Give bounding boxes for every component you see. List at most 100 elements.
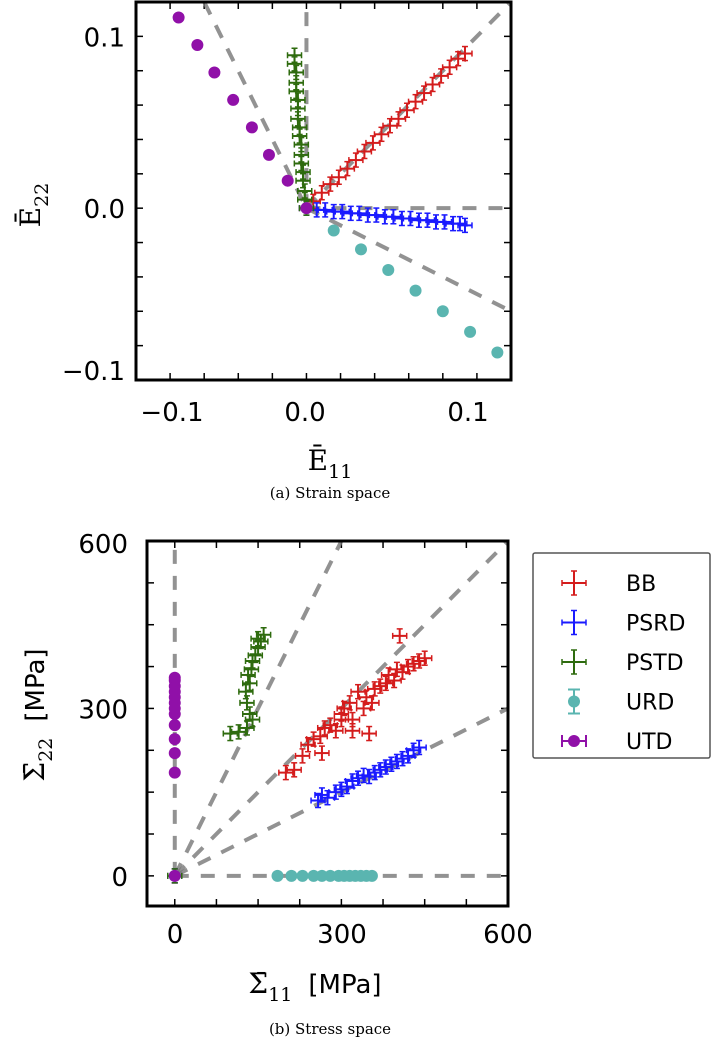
data-point-utd bbox=[245, 121, 258, 134]
x-tick-label: 0.1 bbox=[447, 398, 488, 428]
data-point-bb bbox=[416, 85, 432, 101]
data-point-urd bbox=[365, 869, 378, 882]
data-point-bb bbox=[286, 762, 302, 778]
legend-label: PSRD bbox=[626, 612, 685, 637]
data-point-utd bbox=[300, 202, 313, 215]
data-point-psrd bbox=[419, 212, 436, 228]
data-point-utd bbox=[281, 174, 294, 187]
reference-line bbox=[202, 2, 309, 210]
data-point-bb bbox=[416, 650, 433, 666]
data-point-urd bbox=[382, 264, 395, 277]
series-psrd bbox=[167, 739, 427, 884]
strain-y-axis-label: Ē22 bbox=[14, 183, 53, 228]
data-point-urd bbox=[271, 869, 284, 882]
data-point-urd bbox=[355, 243, 367, 256]
data-point-utd bbox=[168, 719, 181, 732]
y-tick-label: −0.1 bbox=[62, 357, 125, 387]
data-point-urd bbox=[464, 325, 477, 338]
data-point-pstd bbox=[288, 64, 304, 81]
data-point-urd bbox=[436, 305, 449, 318]
reference-line bbox=[305, 206, 511, 314]
data-point-psrd bbox=[351, 205, 368, 222]
strain-space-plot: −0.1 0.0 0.1 −0.1 0.0 0.1 bbox=[62, 0, 513, 428]
legend-item-pstd: PSTD bbox=[561, 649, 684, 676]
data-point-utd bbox=[168, 733, 181, 746]
data-point-pstd bbox=[230, 724, 247, 740]
data-point-pstd bbox=[290, 92, 306, 108]
data-point-bb bbox=[378, 675, 394, 692]
data-point-psrd bbox=[328, 784, 344, 800]
data-point-urd bbox=[315, 869, 328, 882]
stress-caption: (b) Stress space bbox=[269, 1020, 391, 1038]
data-point-pstd bbox=[244, 711, 261, 728]
strain-x-axis-label: Ē11 bbox=[308, 444, 353, 483]
legend-marker bbox=[568, 735, 580, 747]
data-point-urd bbox=[285, 869, 298, 882]
legend-item-utd: UTD bbox=[561, 730, 672, 755]
data-point-utd bbox=[168, 747, 181, 760]
data-point-bb bbox=[328, 723, 344, 739]
data-point-bb bbox=[365, 135, 381, 151]
data-point-bb bbox=[361, 725, 377, 742]
strain-caption: (a) Strain space bbox=[270, 484, 391, 502]
series bbox=[167, 627, 433, 884]
plot-area bbox=[136, 2, 511, 380]
data-point-pstd bbox=[291, 119, 308, 136]
legend-box bbox=[532, 552, 711, 759]
data-point-psrd bbox=[457, 217, 473, 234]
data-point-pstd bbox=[247, 647, 264, 664]
stress-y-axis-label: Σ̄22[MPa] bbox=[18, 648, 57, 781]
series bbox=[172, 11, 504, 359]
legend-marker bbox=[561, 649, 587, 675]
x-tick-label: −0.1 bbox=[140, 398, 203, 428]
data-point-utd bbox=[172, 11, 185, 24]
data-point-urd bbox=[324, 869, 337, 882]
legend-label: URD bbox=[626, 691, 674, 716]
data-point-utd bbox=[227, 93, 240, 106]
x-tick-label: 0 bbox=[167, 920, 184, 950]
data-point-bb bbox=[366, 681, 383, 697]
data-point-utd bbox=[208, 66, 221, 79]
legend-marker bbox=[561, 570, 587, 596]
legend: BB PSRD PSTD URD UTD bbox=[532, 552, 711, 759]
series-urd bbox=[168, 869, 378, 882]
data-point-psrd bbox=[436, 214, 453, 230]
data-point-psrd bbox=[411, 739, 427, 756]
data-point-bb bbox=[382, 117, 398, 134]
data-point-pstd bbox=[238, 683, 254, 700]
data-point-bb bbox=[278, 764, 294, 781]
data-point-bb bbox=[314, 745, 330, 761]
series-utd bbox=[172, 11, 313, 215]
data-point-bb bbox=[407, 93, 424, 110]
data-point-bb bbox=[373, 126, 390, 143]
legend-item-urd: URD bbox=[568, 688, 674, 716]
data-point-pstd bbox=[297, 183, 313, 199]
series-bb bbox=[167, 628, 433, 884]
legend-item-psrd: PSRD bbox=[561, 609, 685, 637]
data-point-utd bbox=[168, 671, 181, 684]
data-point-bb bbox=[341, 695, 358, 711]
data-point-urd bbox=[409, 284, 422, 297]
y-tick-label: 600 bbox=[78, 530, 128, 560]
x-tick-label: 300 bbox=[317, 920, 367, 950]
data-point-bb bbox=[344, 723, 361, 739]
data-point-utd bbox=[191, 38, 204, 51]
y-tick-label: 0.0 bbox=[84, 195, 125, 225]
series-pstd bbox=[286, 47, 315, 216]
stress-x-axis-label: Σ̄11 [MPa] bbox=[248, 967, 381, 1006]
reference-line bbox=[305, 2, 511, 210]
y-tick-label: 0 bbox=[111, 863, 128, 893]
data-point-bb bbox=[312, 728, 329, 745]
data-point-bb bbox=[457, 45, 473, 62]
legend-label: BB bbox=[626, 572, 656, 597]
legend-label: UTD bbox=[626, 730, 672, 755]
legend-item-bb: BB bbox=[561, 570, 656, 597]
legend-marker bbox=[568, 695, 580, 708]
data-point-bb bbox=[333, 711, 350, 728]
data-point-psrd bbox=[334, 203, 350, 220]
data-point-psrd bbox=[366, 764, 383, 781]
series-utd bbox=[168, 671, 181, 882]
data-point-utd bbox=[168, 766, 181, 779]
data-point-urd bbox=[296, 869, 309, 882]
data-point-bb bbox=[294, 748, 311, 764]
